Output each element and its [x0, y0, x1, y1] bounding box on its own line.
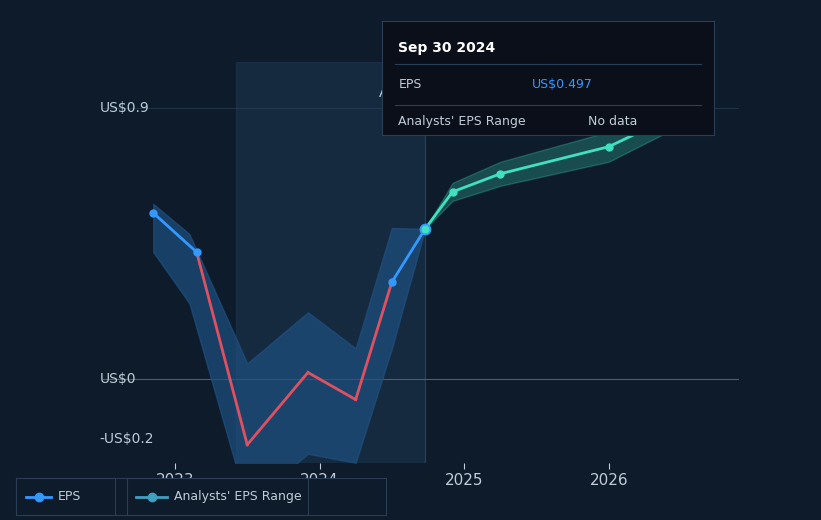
- Text: US$0.9: US$0.9: [99, 100, 149, 114]
- Text: Analysts' EPS Range: Analysts' EPS Range: [174, 490, 302, 503]
- Text: EPS: EPS: [57, 490, 81, 503]
- Text: EPS: EPS: [398, 78, 422, 91]
- Text: US$0.497: US$0.497: [531, 78, 592, 91]
- Text: US$0: US$0: [99, 371, 136, 385]
- Text: Analysts Forecasts: Analysts Forecasts: [428, 86, 557, 100]
- Text: No data: No data: [588, 114, 637, 127]
- Text: -US$0.2: -US$0.2: [99, 432, 154, 446]
- Text: Analysts' EPS Range: Analysts' EPS Range: [398, 114, 526, 127]
- Text: Sep 30 2024: Sep 30 2024: [398, 42, 496, 56]
- Text: Actual: Actual: [378, 86, 422, 100]
- Bar: [236, 62, 425, 463]
